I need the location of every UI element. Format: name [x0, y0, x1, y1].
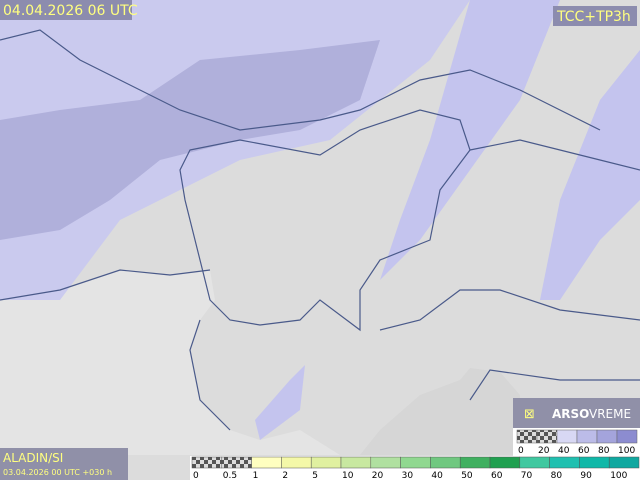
legend-swatch	[251, 456, 282, 469]
legend-swatch	[400, 456, 431, 469]
legend-label: 40	[431, 471, 443, 480]
legend-swatch	[370, 456, 401, 469]
legend-swatch	[489, 456, 521, 469]
cloud-patch	[255, 365, 305, 440]
legend-swatch	[596, 429, 618, 444]
legend-swatch	[340, 456, 372, 469]
precipitation-legend: 0 0.5 1 2 5 10 20 30 40 50 60 70 80 90 100	[190, 456, 640, 480]
legend-label: 10	[342, 471, 354, 480]
legend-swatch	[459, 456, 491, 469]
legend-swatch	[430, 456, 461, 469]
valid-time: 04.04.2026 06 UTC	[3, 3, 138, 19]
legend-swatch	[549, 456, 580, 469]
logo-text: VREME	[589, 407, 631, 421]
legend-label: 0	[518, 446, 524, 456]
legend-label: 20	[372, 471, 384, 480]
legend-label: 5	[312, 471, 318, 480]
legend-label: 60	[491, 471, 503, 480]
legend-label: 0.5	[223, 471, 237, 480]
legend-label: 80	[551, 471, 563, 480]
legend-label: 70	[521, 471, 533, 480]
legend-swatch	[536, 429, 558, 444]
legend-label: 50	[461, 471, 473, 480]
logo-text: ARSO	[552, 407, 589, 421]
product: TCC+TP3h	[556, 9, 631, 25]
legend-label: 90	[580, 471, 592, 480]
cloud-band	[540, 50, 640, 300]
legend-label: 0	[193, 471, 199, 480]
legend-label: 100	[618, 446, 635, 456]
logo-box	[513, 398, 640, 428]
model-run: 03.04.2026 00 UTC +030 h	[3, 468, 112, 477]
legend-swatch	[191, 456, 223, 469]
legend-swatch	[516, 429, 538, 444]
cloud-legend: 0 20 40 60 80 100	[513, 428, 640, 456]
legend-label: 2	[282, 471, 288, 480]
legend-swatch	[576, 429, 598, 444]
legend-swatch	[556, 429, 578, 444]
legend-swatch	[310, 456, 342, 469]
legend-swatch	[519, 456, 550, 469]
legend-label: 30	[402, 471, 414, 480]
product-box	[553, 6, 637, 26]
legend-label: 100	[610, 471, 627, 480]
legend-label: 1	[253, 471, 259, 480]
legend-swatch	[281, 456, 312, 469]
sea	[0, 270, 340, 455]
legend-label: 40	[558, 446, 570, 456]
legend-swatch	[221, 456, 252, 469]
cloud-cover-dense	[0, 40, 380, 240]
logo-icon: ⊠	[524, 407, 535, 422]
header-box	[0, 0, 132, 20]
legend-label: 80	[598, 446, 610, 456]
borders	[0, 29, 640, 431]
legend-label: 60	[578, 446, 590, 456]
model-box	[0, 448, 128, 480]
legend-swatch	[608, 456, 640, 469]
legend-label: 20	[538, 446, 550, 456]
legend-swatch	[616, 429, 638, 444]
model-name: ALADIN/SI	[3, 451, 63, 465]
land-relief	[360, 368, 520, 455]
cloud-band	[380, 0, 560, 280]
legend-swatch	[579, 456, 610, 469]
